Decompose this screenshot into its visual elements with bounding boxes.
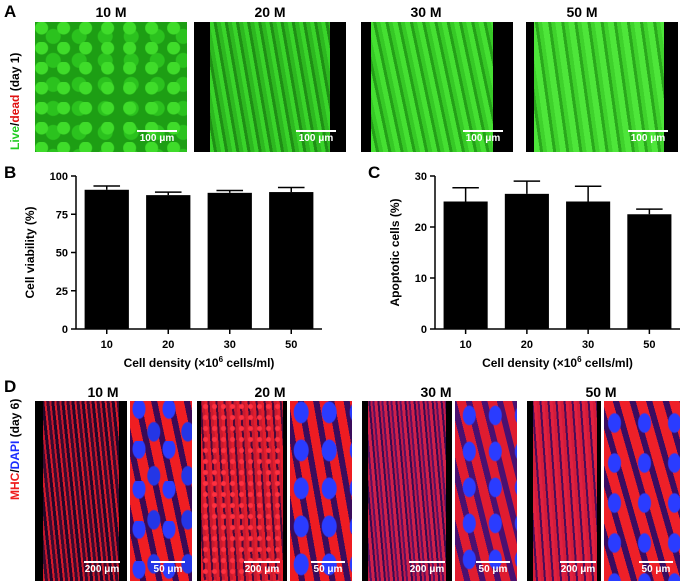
scale-bar-d-50m-high: 50 μm [634,561,678,575]
y-tick-label: 20 [415,222,427,234]
scale-bar-d-50m-low: 200 μm [555,561,601,575]
live-dead-image-10m: 100 μm [35,22,187,152]
scale-bar-a-10m: 100 μm [133,130,181,144]
x-tick-label: 10 [101,339,113,351]
x-tick-label: 20 [162,339,174,351]
panel-a-col-title: 50 M [566,4,598,20]
y-tick-label: 30 [415,171,427,183]
mhc-high-mag-20m: 50 μm [290,401,352,581]
y-tick-label: 100 [50,171,68,183]
bar-10 [84,189,129,329]
bar-50 [269,192,314,329]
scale-bar-d-10m-low: 200 μm [79,561,125,575]
mhc-high-mag-10m: 50 μm [130,401,192,581]
y-tick-label: 50 [56,248,68,260]
scale-bar-d-10m-high: 50 μm [146,561,190,575]
scale-bar-d-30m-high: 50 μm [471,561,515,575]
ylabel-sep: / [8,469,22,473]
panel-a-col-title: 30 M [410,4,442,20]
x-tick-label: 50 [285,339,297,351]
panel-c-letter: C [368,163,381,182]
x-axis-label: Cell density (×106 cells/ml) [124,355,275,370]
y-tick-label: 75 [56,209,68,221]
ylabel-mhc: MHC [8,472,22,500]
x-tick-label: 30 [582,339,594,351]
mhc-high-mag-50m: 50 μm [604,401,680,581]
panel-d-col-title: 30 M [420,384,452,400]
y-tick-label: 25 [56,286,68,298]
scale-bar-a-50m: 100 μm [624,130,672,144]
panel-a-ylabel: Live/dead (day 1) [8,53,22,150]
live-dead-image-50m: 100 μm [526,22,678,152]
bar-20 [504,193,549,329]
mhc-low-mag-30m: 200 μm [362,401,452,581]
bar-30 [207,192,252,329]
ylabel-dapi: DAPI [8,440,22,470]
scale-bar-a-30m: 100 μm [459,130,507,144]
y-axis-label: Apoptotic cells (%) [388,198,402,306]
ylabel-day: (day 6) [8,398,22,441]
scale-bar-d-30m-low: 200 μm [404,561,450,575]
bar-20 [146,195,191,329]
panel-d-col-title: 20 M [254,384,286,400]
panel-a-col-title: 20 M [254,4,286,20]
viability-chart: 0 25 50 75 100 10 20 30 50 Cell viability (%) Cell… [23,171,322,370]
x-axis-label: Cell density (×106 cells/ml) [482,355,633,370]
ylabel-sep: / [8,122,22,126]
apoptosis-chart: 0 10 20 30 10 20 30 50 Apoptotic cells (%) Cell d… [388,171,680,370]
y-tick-label: 10 [415,273,427,285]
x-tick-label: 10 [460,339,472,351]
panel-d-ylabel: MHC/DAPI (day 6) [8,399,22,500]
y-axis-label: Cell viability (%) [23,206,37,298]
x-tick-label: 30 [224,339,236,351]
ylabel-dead: dead [8,94,22,123]
ylabel-day: (day 1) [8,52,22,95]
live-dead-image-30m: 100 μm [361,22,513,152]
mhc-low-mag-50m: 200 μm [527,401,601,581]
x-tick-label: 50 [643,339,655,351]
x-tick-label: 20 [521,339,533,351]
bar-10 [443,201,488,329]
scale-bar-a-20m: 100 μm [292,130,340,144]
mhc-low-mag-20m: 200 μm [197,401,287,581]
bar-50 [627,214,672,329]
mhc-low-mag-10m: 200 μm [35,401,127,581]
y-tick-label: 0 [421,324,427,336]
panel-d-letter: D [4,377,17,396]
panel-d-col-title: 10 M [87,384,119,400]
scale-bar-d-20m-low: 200 μm [239,561,285,575]
panel-b-letter: B [4,163,17,182]
panel-a-letter: A [4,2,17,21]
panel-a-col-title: 10 M [95,4,127,20]
mhc-high-mag-30m: 50 μm [455,401,517,581]
scale-bar-d-20m-high: 50 μm [306,561,350,575]
panel-d-col-title: 50 M [585,384,617,400]
live-dead-image-20m: 100 μm [194,22,346,152]
y-tick-label: 0 [62,324,68,336]
bar-30 [566,201,611,329]
ylabel-live: Live [8,125,22,150]
